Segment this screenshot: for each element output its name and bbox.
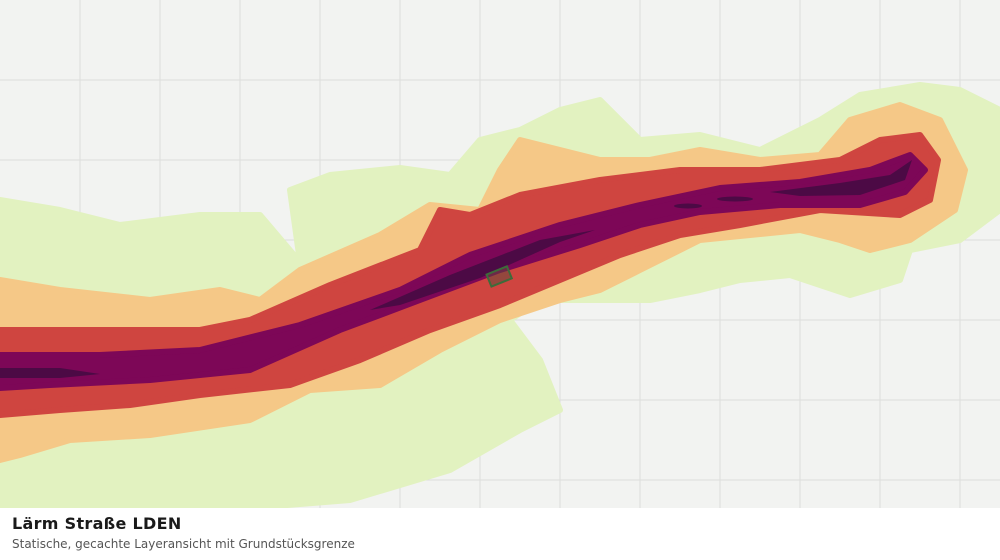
subtitle: Statische, gecachte Layeransicht mit Gru… xyxy=(12,537,355,551)
title: Lärm Straße LDEN xyxy=(12,514,182,533)
band-dark xyxy=(717,196,753,202)
band-dark xyxy=(0,368,100,378)
parcel-boundary xyxy=(485,265,514,288)
caption: Lärm Straße LDEN Statische, gecachte Lay… xyxy=(0,508,1000,560)
band-dark xyxy=(674,203,702,209)
map xyxy=(0,0,1000,508)
noise-bands xyxy=(0,82,1000,508)
band-dark xyxy=(770,160,912,196)
band-dark xyxy=(370,230,595,310)
